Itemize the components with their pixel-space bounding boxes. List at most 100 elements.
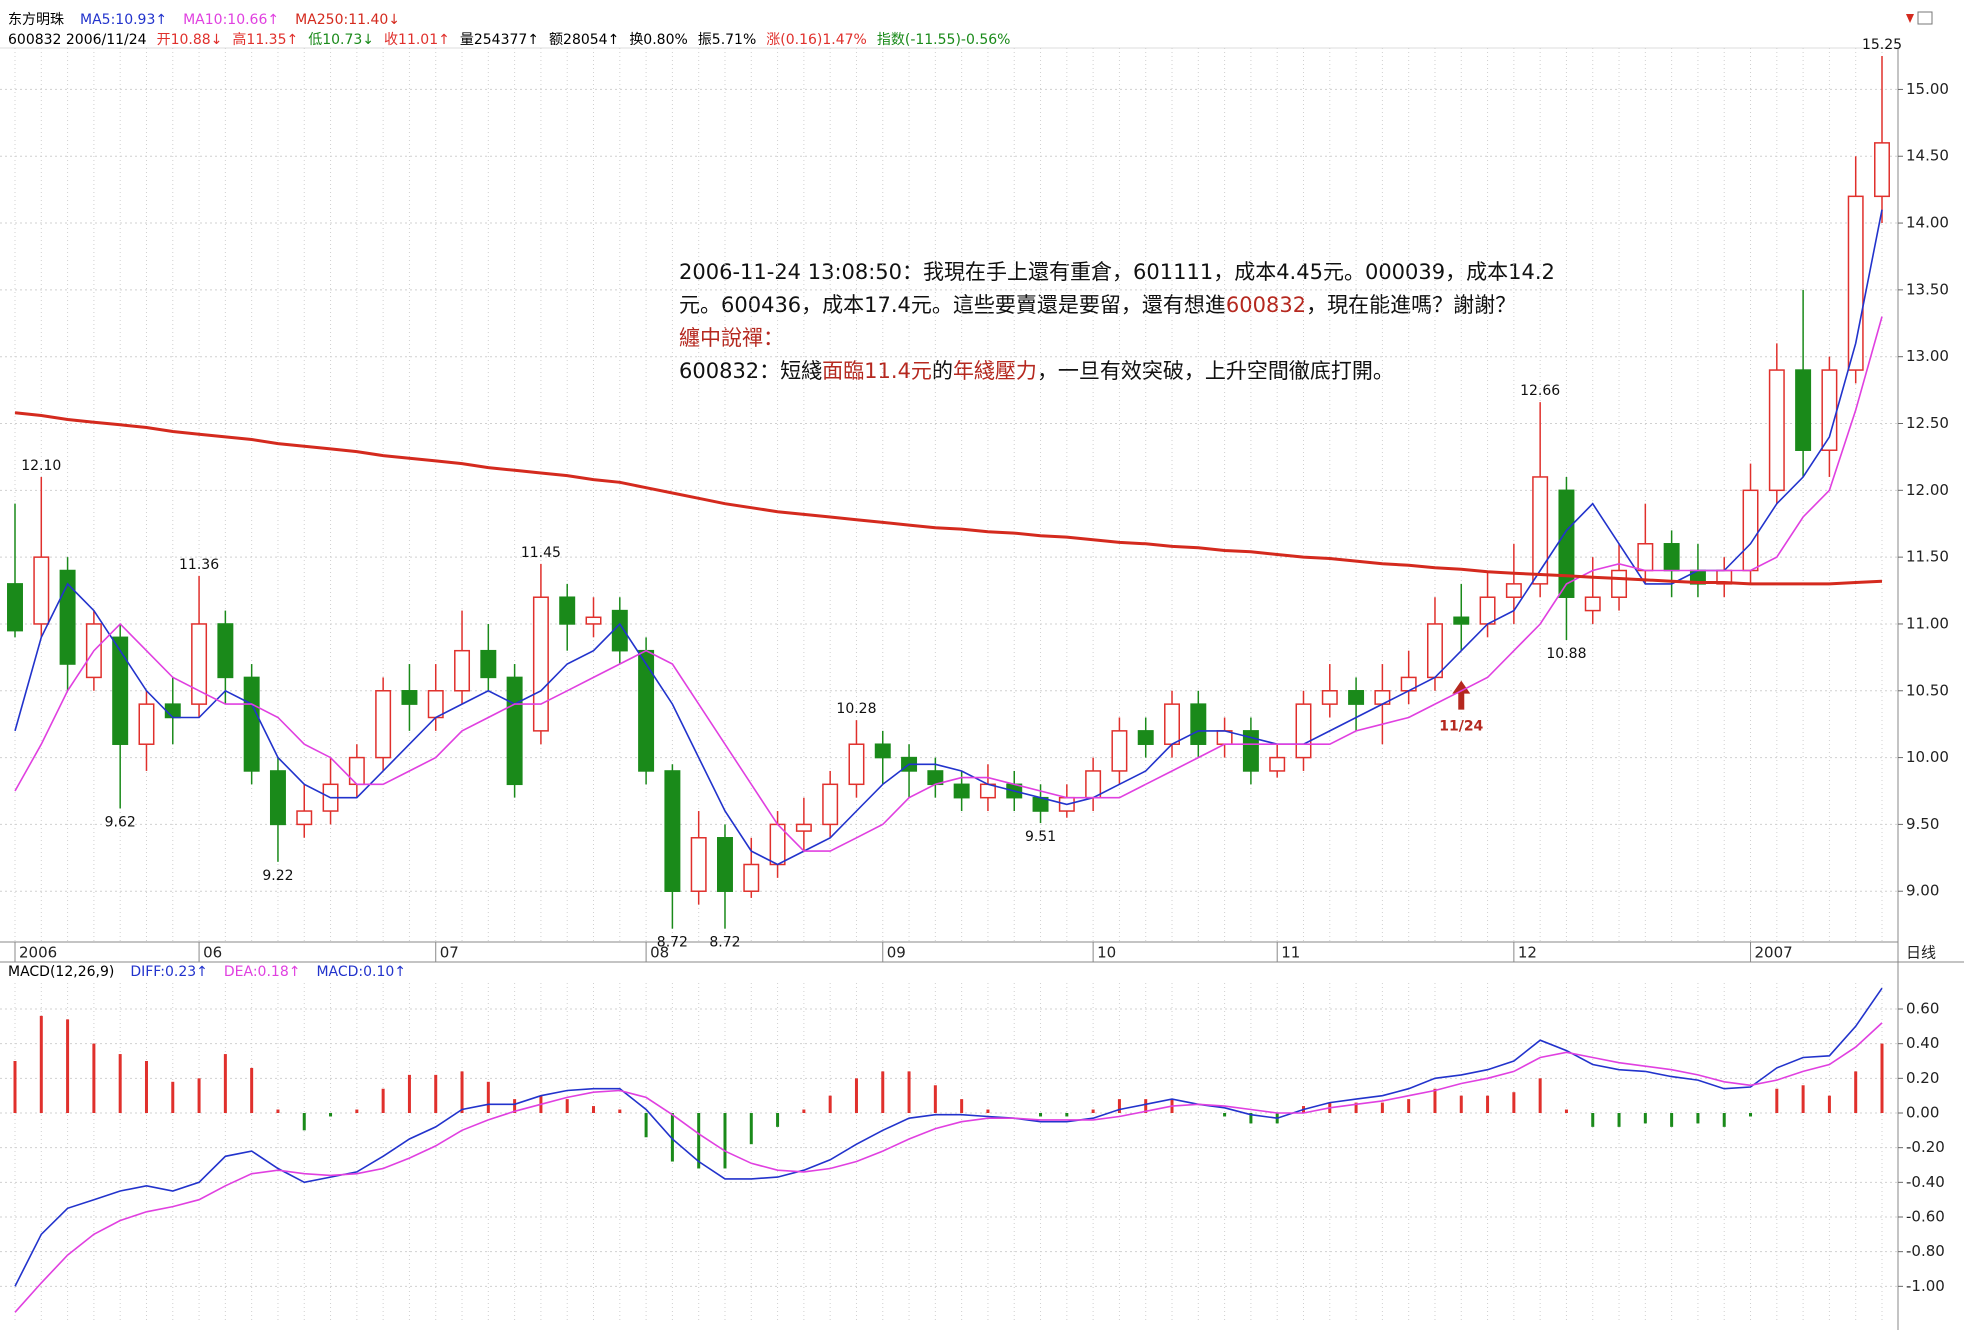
- legend-entry: DIFF:0.23↑: [130, 964, 208, 980]
- ma-line: [14, 316, 1883, 852]
- y-tick-label: 10.50: [1906, 681, 1949, 699]
- arrow-label: 11/24: [1439, 719, 1483, 735]
- candle-body: [1768, 369, 1785, 492]
- annotation-text: 元。600436，成本17.4元。這些要賣還是要留，還有想進: [679, 293, 1226, 317]
- low-label: 8.72: [709, 935, 740, 951]
- info-row: 600832 2006/11/24 开10.88↓ 高11.35↑ 低10.73↓ 收1…: [8, 31, 1010, 48]
- candle-body: [638, 649, 655, 772]
- annotation-text: 600832: [1226, 293, 1306, 317]
- candle-body: [874, 743, 891, 759]
- annotation-text: 600832：短綫: [679, 359, 822, 383]
- candle-body: [1190, 703, 1207, 745]
- candle-body: [1426, 623, 1443, 679]
- high-label: 15.25: [1862, 37, 1902, 53]
- annotation-text: 年綫壓力: [953, 359, 1037, 383]
- ma-line: [14, 411, 1883, 586]
- info-item: 低10.73↓: [308, 32, 374, 48]
- candle-body: [795, 823, 812, 832]
- candle-body: [454, 649, 471, 692]
- y-tick-label: 0.00: [1906, 1104, 1939, 1122]
- low-label: 9.51: [1025, 829, 1056, 845]
- candle-body: [1611, 569, 1628, 598]
- annotation-text: ，一旦有效突破，上升空間徹底打開。: [1037, 359, 1394, 383]
- candle-body: [1874, 142, 1890, 198]
- x-tick-label: 12: [1518, 944, 1537, 962]
- high-label: 12.10: [21, 458, 61, 474]
- y-tick-label: 13.50: [1906, 280, 1949, 298]
- ma-line: [14, 209, 1883, 866]
- candle-body: [296, 810, 313, 826]
- candle-body: [1269, 756, 1286, 772]
- annotation-text: 2006-11-24 13:08:50：我現在手上還有重倉，601111，成本4…: [679, 260, 1555, 284]
- grid: [0, 48, 1898, 1321]
- candle-body: [1532, 476, 1549, 585]
- y-tick-label: 11.00: [1906, 614, 1949, 632]
- candle-body: [953, 783, 970, 799]
- high-label: 10.28: [836, 701, 876, 717]
- annotation-text: ，現在能進嗎？謝謝？: [1306, 293, 1516, 317]
- candle-body: [532, 596, 549, 732]
- candle-body: [1584, 596, 1601, 612]
- macd-line: [14, 1022, 1883, 1313]
- y-tick-label: 12.00: [1906, 481, 1949, 499]
- low-label: 9.62: [105, 814, 136, 830]
- info-item: 600832 2006/11/24: [8, 32, 147, 48]
- candle-body: [1295, 703, 1312, 759]
- x-tick-label: 10: [1097, 944, 1116, 962]
- y-tick-label: 15.00: [1906, 80, 1949, 98]
- marks: 12.10 9.62 11.36 9.22 11.45 8.72 8.72 10.28 9.51…: [7, 37, 1902, 1313]
- candle-body: [1348, 690, 1365, 705]
- y-tick-label: 0.40: [1906, 1034, 1939, 1052]
- candle-body: [559, 596, 576, 625]
- info-item: 量254377↑: [460, 32, 539, 48]
- legend-entry: MA10:10.66↑: [183, 12, 279, 28]
- x-tick-label: 07: [440, 944, 459, 962]
- legend-title: 东方明珠: [8, 12, 64, 28]
- candle-body: [1558, 489, 1575, 598]
- high-label: 12.66: [1520, 383, 1560, 399]
- candle-body: [59, 569, 76, 665]
- low-label: 8.72: [657, 935, 688, 951]
- candle-body: [1164, 703, 1180, 745]
- y-tick-label: 0.60: [1906, 1000, 1939, 1018]
- candle-body: [243, 676, 260, 772]
- info-item: 振5.71%: [698, 32, 756, 48]
- candle-body: [1505, 583, 1522, 598]
- macd-legend-row: MACD(12,26,9) DIFF:0.23↑ DEA:0.18↑ MACD:0.1…: [8, 964, 406, 980]
- x-tick-label: 09: [887, 944, 906, 962]
- y-tick-label: 11.50: [1906, 548, 1949, 566]
- y-tick-label: 14.50: [1906, 147, 1949, 165]
- icon-arrow: [1906, 14, 1914, 23]
- y-tick-label: 0.20: [1906, 1069, 1939, 1087]
- y-tick-label: 9.00: [1906, 882, 1939, 900]
- candle-body: [743, 863, 760, 892]
- legend-title: MACD(12,26,9): [8, 964, 114, 980]
- info-item: 涨(0.16)1.47%: [766, 32, 867, 48]
- info-item: 收11.01↑: [384, 32, 450, 48]
- candle-body: [1453, 616, 1470, 625]
- y-tick-label: -0.20: [1906, 1138, 1945, 1156]
- candle-body: [33, 556, 50, 625]
- candle-body: [1742, 489, 1759, 572]
- candle-body: [191, 623, 208, 705]
- candle-body: [690, 837, 707, 892]
- candle-body: [401, 690, 418, 705]
- y-tick-label: -1.00: [1906, 1277, 1945, 1295]
- candle-body: [717, 837, 733, 892]
- settings-icon[interactable]: [1906, 11, 1933, 25]
- x-tick-label: 08: [650, 944, 669, 962]
- candle-body: [164, 703, 181, 719]
- legend-entry: MACD:0.10↑: [316, 964, 406, 980]
- high-label: 11.36: [179, 557, 219, 573]
- low-label: 10.88: [1546, 646, 1586, 662]
- annotation-text: 纏中說禪：: [679, 326, 784, 350]
- y-tick-label: 12.50: [1906, 414, 1949, 432]
- y-tick-label: -0.60: [1906, 1208, 1945, 1226]
- y-tick-label: 13.00: [1906, 347, 1949, 365]
- legend-row: 东方明珠 MA5:10.93↑ MA10:10.66↑ MA250:11.40↓: [8, 12, 400, 28]
- candle-body: [480, 649, 497, 679]
- candle-body: [269, 770, 286, 826]
- annotation-text: 的: [932, 359, 953, 383]
